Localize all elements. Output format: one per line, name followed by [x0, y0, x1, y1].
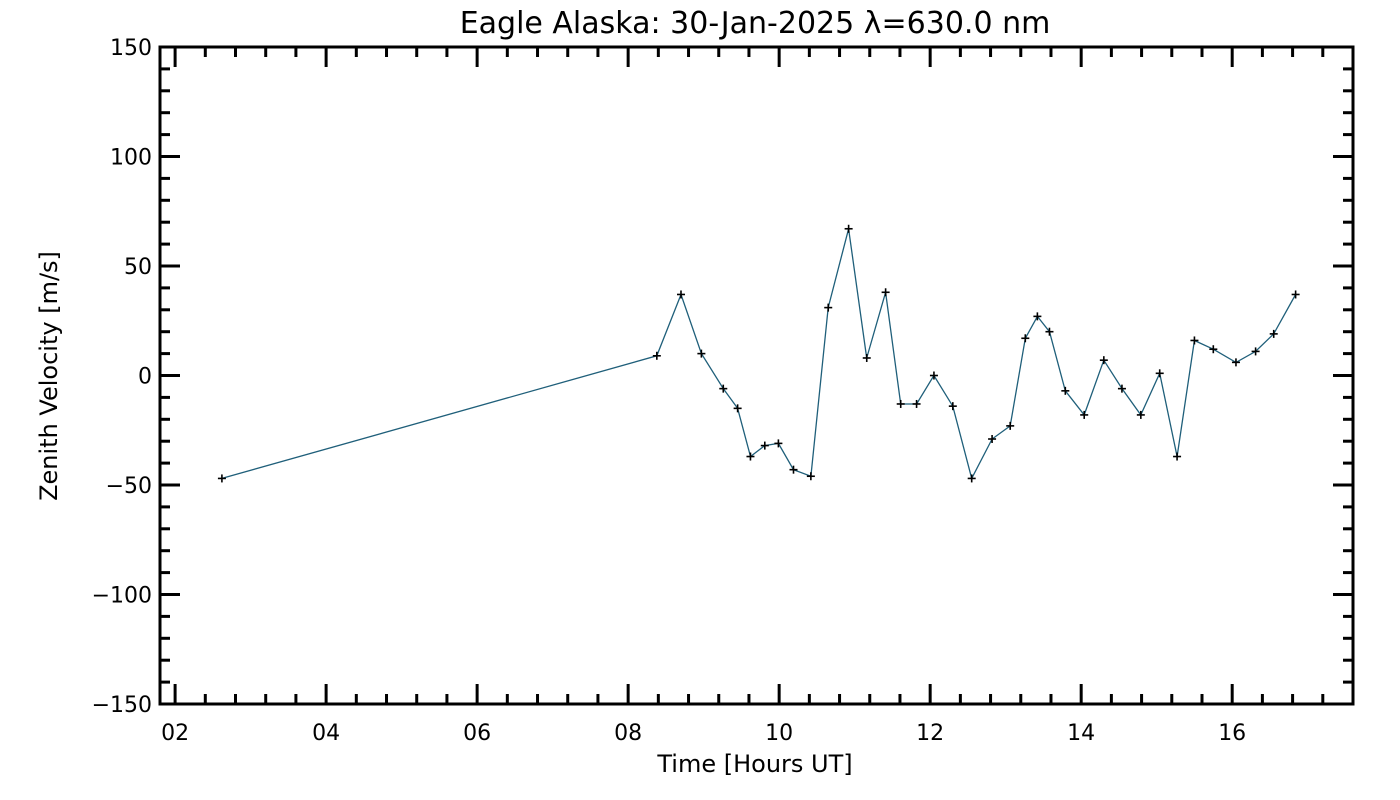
- data-point: [1155, 369, 1164, 378]
- x-tick-label: 04: [312, 721, 340, 746]
- x-tick-label: 16: [1218, 721, 1246, 746]
- x-tick-label: 02: [161, 721, 189, 746]
- data-point: [862, 353, 871, 362]
- data-point: [948, 402, 957, 411]
- data-point: [760, 441, 769, 450]
- x-tick-label: 10: [765, 721, 793, 746]
- series-line: [221, 228, 1297, 481]
- data-point: [676, 290, 685, 299]
- data-point: [929, 371, 938, 380]
- data-point: [967, 474, 976, 483]
- data-point: [844, 224, 853, 233]
- y-axis-label: Zenith Velocity [m/s]: [35, 251, 63, 501]
- data-point: [1045, 327, 1054, 336]
- x-axis-label: Time [Hours UT]: [656, 750, 852, 778]
- y-tick-label: 100: [110, 146, 152, 171]
- data-point: [1231, 358, 1240, 367]
- data-point: [1080, 410, 1089, 419]
- x-tick-label: 06: [463, 721, 491, 746]
- data-point: [1291, 290, 1300, 299]
- data-point: [733, 404, 742, 413]
- data-point: [789, 465, 798, 474]
- data-point: [1269, 329, 1278, 338]
- series-layer: [217, 224, 1300, 483]
- y-tick-label: −100: [92, 584, 152, 609]
- x-tick-label: 08: [614, 721, 642, 746]
- data-point: [1033, 312, 1042, 321]
- data-point: [217, 474, 226, 483]
- data-point: [746, 452, 755, 461]
- data-point: [806, 472, 815, 481]
- data-point: [881, 288, 890, 297]
- data-point: [1117, 384, 1126, 393]
- data-point: [774, 439, 783, 448]
- data-point: [1021, 334, 1030, 343]
- data-point: [1136, 410, 1145, 419]
- plot-frame: [158, 45, 1355, 706]
- data-point: [697, 349, 706, 358]
- x-tick-label: 12: [916, 721, 944, 746]
- data-point: [1099, 356, 1108, 365]
- data-point: [824, 303, 833, 312]
- data-point: [1209, 345, 1218, 354]
- y-tick-label: −150: [92, 693, 152, 718]
- data-point: [1061, 386, 1070, 395]
- y-axis-ticks: −150 −100 −50 0 50 100 150: [92, 36, 1353, 718]
- y-tick-label: 0: [138, 365, 152, 390]
- y-tick-label: 150: [110, 36, 152, 61]
- chart-title: Eagle Alaska: 30-Jan-2025 λ=630.0 nm: [460, 6, 1051, 41]
- y-tick-label: −50: [106, 474, 152, 499]
- x-tick-label: 14: [1067, 721, 1095, 746]
- data-point: [719, 384, 728, 393]
- data-point: [1190, 336, 1199, 345]
- x-axis-ticks: 02 04 06 08 10 12 14 16: [161, 47, 1355, 746]
- data-point: [1006, 421, 1015, 430]
- data-point: [1173, 452, 1182, 461]
- data-point: [1251, 347, 1260, 356]
- data-point: [988, 435, 997, 444]
- data-point: [912, 399, 921, 408]
- y-tick-label: 50: [124, 255, 152, 280]
- data-point: [896, 399, 905, 408]
- data-point: [652, 351, 661, 360]
